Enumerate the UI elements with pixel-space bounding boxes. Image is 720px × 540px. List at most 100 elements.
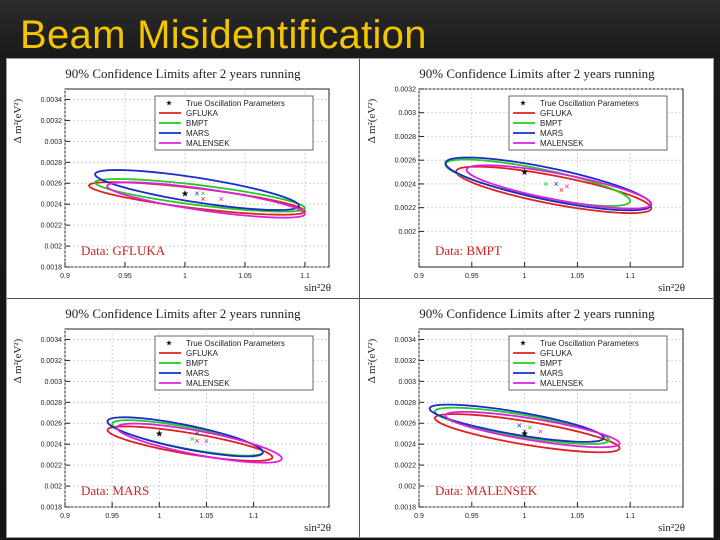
x-tick-label: 1.1 xyxy=(625,273,635,280)
x-axis-label: sin²2θ xyxy=(304,282,331,294)
x-tick-label: 0.9 xyxy=(60,273,70,280)
y-tick-label: 0.003 xyxy=(398,110,416,117)
slide-title: Beam Misidentification xyxy=(20,13,427,57)
panel-divider-horizontal xyxy=(7,298,713,299)
legend-box xyxy=(508,335,668,391)
chart-title: 90% Confidence Limits after 2 years runn… xyxy=(419,66,655,81)
y-tick-label: 0.0032 xyxy=(395,358,417,365)
y-tick-label: 0.0018 xyxy=(41,505,63,512)
y-tick-label: 0.0028 xyxy=(395,400,417,407)
contour-mars xyxy=(428,403,605,443)
y-axis-label: Δ m²(eV²) xyxy=(12,98,24,143)
x-tick-label: 1.1 xyxy=(625,513,635,520)
y-axis-label: Δ m²(eV²) xyxy=(12,338,24,383)
true-point-star xyxy=(181,190,189,197)
best-fit-bmpt: × xyxy=(527,422,532,432)
legend-true-star xyxy=(520,100,526,106)
contour-gfluka xyxy=(433,413,621,454)
y-tick-label: 0.0028 xyxy=(395,134,417,141)
y-tick-label: 0.0034 xyxy=(41,337,63,344)
legend-label: MALENSEK xyxy=(186,379,230,388)
best-fit-gfluka: × xyxy=(200,194,205,204)
contour-malensek xyxy=(115,422,283,464)
contour-mars xyxy=(444,156,653,212)
y-tick-label: 0.0032 xyxy=(41,358,63,365)
y-axis-label: Δ m²(eV²) xyxy=(366,338,378,383)
y-tick-label: 0.003 xyxy=(44,139,62,146)
x-tick-label: 1 xyxy=(523,273,527,280)
legend-true-star xyxy=(166,340,172,346)
best-fit-malensek: × xyxy=(538,427,543,437)
y-tick-label: 0.0026 xyxy=(41,181,63,188)
y-tick-label: 0.002 xyxy=(44,484,62,491)
true-point-star xyxy=(521,168,529,175)
best-fit-mars: × xyxy=(194,189,199,199)
data-annotation: Data: BMPT xyxy=(435,243,502,258)
contour-bmpt xyxy=(93,178,307,213)
legend-true-star xyxy=(166,100,172,106)
y-tick-label: 0.0028 xyxy=(41,160,63,167)
true-point-star xyxy=(155,430,163,437)
y-tick-label: 0.002 xyxy=(44,244,62,251)
legend-label: MARS xyxy=(186,369,209,378)
y-tick-label: 0.0022 xyxy=(395,205,417,212)
chart-title: 90% Confidence Limits after 2 years runn… xyxy=(419,306,655,321)
y-tick-label: 0.0024 xyxy=(395,181,417,188)
legend-label: MARS xyxy=(540,369,563,378)
chart-svg: 90% Confidence Limits after 2 years runn… xyxy=(366,66,685,294)
legend-label: GFLUKA xyxy=(540,349,573,358)
x-tick-label: 1 xyxy=(157,513,161,520)
best-fit-bmpt: × xyxy=(543,179,548,189)
legend-label: GFLUKA xyxy=(186,109,219,118)
legend-label: BMPT xyxy=(186,119,208,128)
y-tick-label: 0.0032 xyxy=(395,87,417,94)
y-tick-label: 0.003 xyxy=(398,379,416,386)
x-axis-label: sin²2θ xyxy=(658,282,685,294)
x-tick-label: 1 xyxy=(183,273,187,280)
y-tick-label: 0.0034 xyxy=(41,97,63,104)
best-fit-mars: × xyxy=(554,179,559,189)
legend-label: MARS xyxy=(540,129,563,138)
x-tick-label: 0.9 xyxy=(414,273,424,280)
chart-svg: 90% Confidence Limits after 2 years runn… xyxy=(12,306,331,534)
x-tick-label: 1 xyxy=(523,513,527,520)
legend-label: BMPT xyxy=(186,359,208,368)
legend-label: True Oscillation Parameters xyxy=(186,339,285,348)
chart-panel-gfluka: 90% Confidence Limits after 2 years runn… xyxy=(7,59,359,298)
chart-svg: 90% Confidence Limits after 2 years runn… xyxy=(12,66,331,294)
y-tick-label: 0.0022 xyxy=(41,463,63,470)
legend-label: True Oscillation Parameters xyxy=(540,339,639,348)
legend-box xyxy=(154,95,314,151)
y-tick-label: 0.0026 xyxy=(395,158,417,165)
contour-bmpt xyxy=(433,406,611,445)
y-tick-label: 0.0018 xyxy=(395,505,417,512)
y-tick-label: 0.0022 xyxy=(41,223,63,230)
legend-label: BMPT xyxy=(540,359,562,368)
x-tick-label: 1.1 xyxy=(249,513,259,520)
data-annotation: Data: MARS xyxy=(81,483,149,498)
legend-true-star xyxy=(520,340,526,346)
chart-grid: 90% Confidence Limits after 2 years runn… xyxy=(6,58,714,538)
best-fit-mars: × xyxy=(194,429,199,439)
y-tick-label: 0.0026 xyxy=(395,421,417,428)
x-tick-label: 0.95 xyxy=(465,273,479,280)
x-tick-label: 1.05 xyxy=(571,273,585,280)
y-axis-label: Δ m²(eV²) xyxy=(366,98,378,143)
y-tick-label: 0.003 xyxy=(44,379,62,386)
x-tick-label: 1.1 xyxy=(300,273,310,280)
contour-malensek xyxy=(465,164,653,210)
chart-panel-malensek: 90% Confidence Limits after 2 years runn… xyxy=(361,299,713,538)
legend-label: True Oscillation Parameters xyxy=(540,99,639,108)
best-fit-gfluka: × xyxy=(559,185,564,195)
best-fit-malensek: × xyxy=(564,181,569,191)
y-tick-label: 0.0022 xyxy=(395,463,417,470)
x-tick-label: 0.95 xyxy=(118,273,132,280)
best-fit-malensek: × xyxy=(218,194,223,204)
chart-title: 90% Confidence Limits after 2 years runn… xyxy=(65,306,301,321)
y-tick-label: 0.0034 xyxy=(395,337,417,344)
best-fit-bmpt: × xyxy=(200,189,205,199)
legend-box xyxy=(154,335,314,391)
y-tick-label: 0.002 xyxy=(398,229,416,236)
contour-mars xyxy=(106,416,264,458)
legend-label: MARS xyxy=(186,129,209,138)
